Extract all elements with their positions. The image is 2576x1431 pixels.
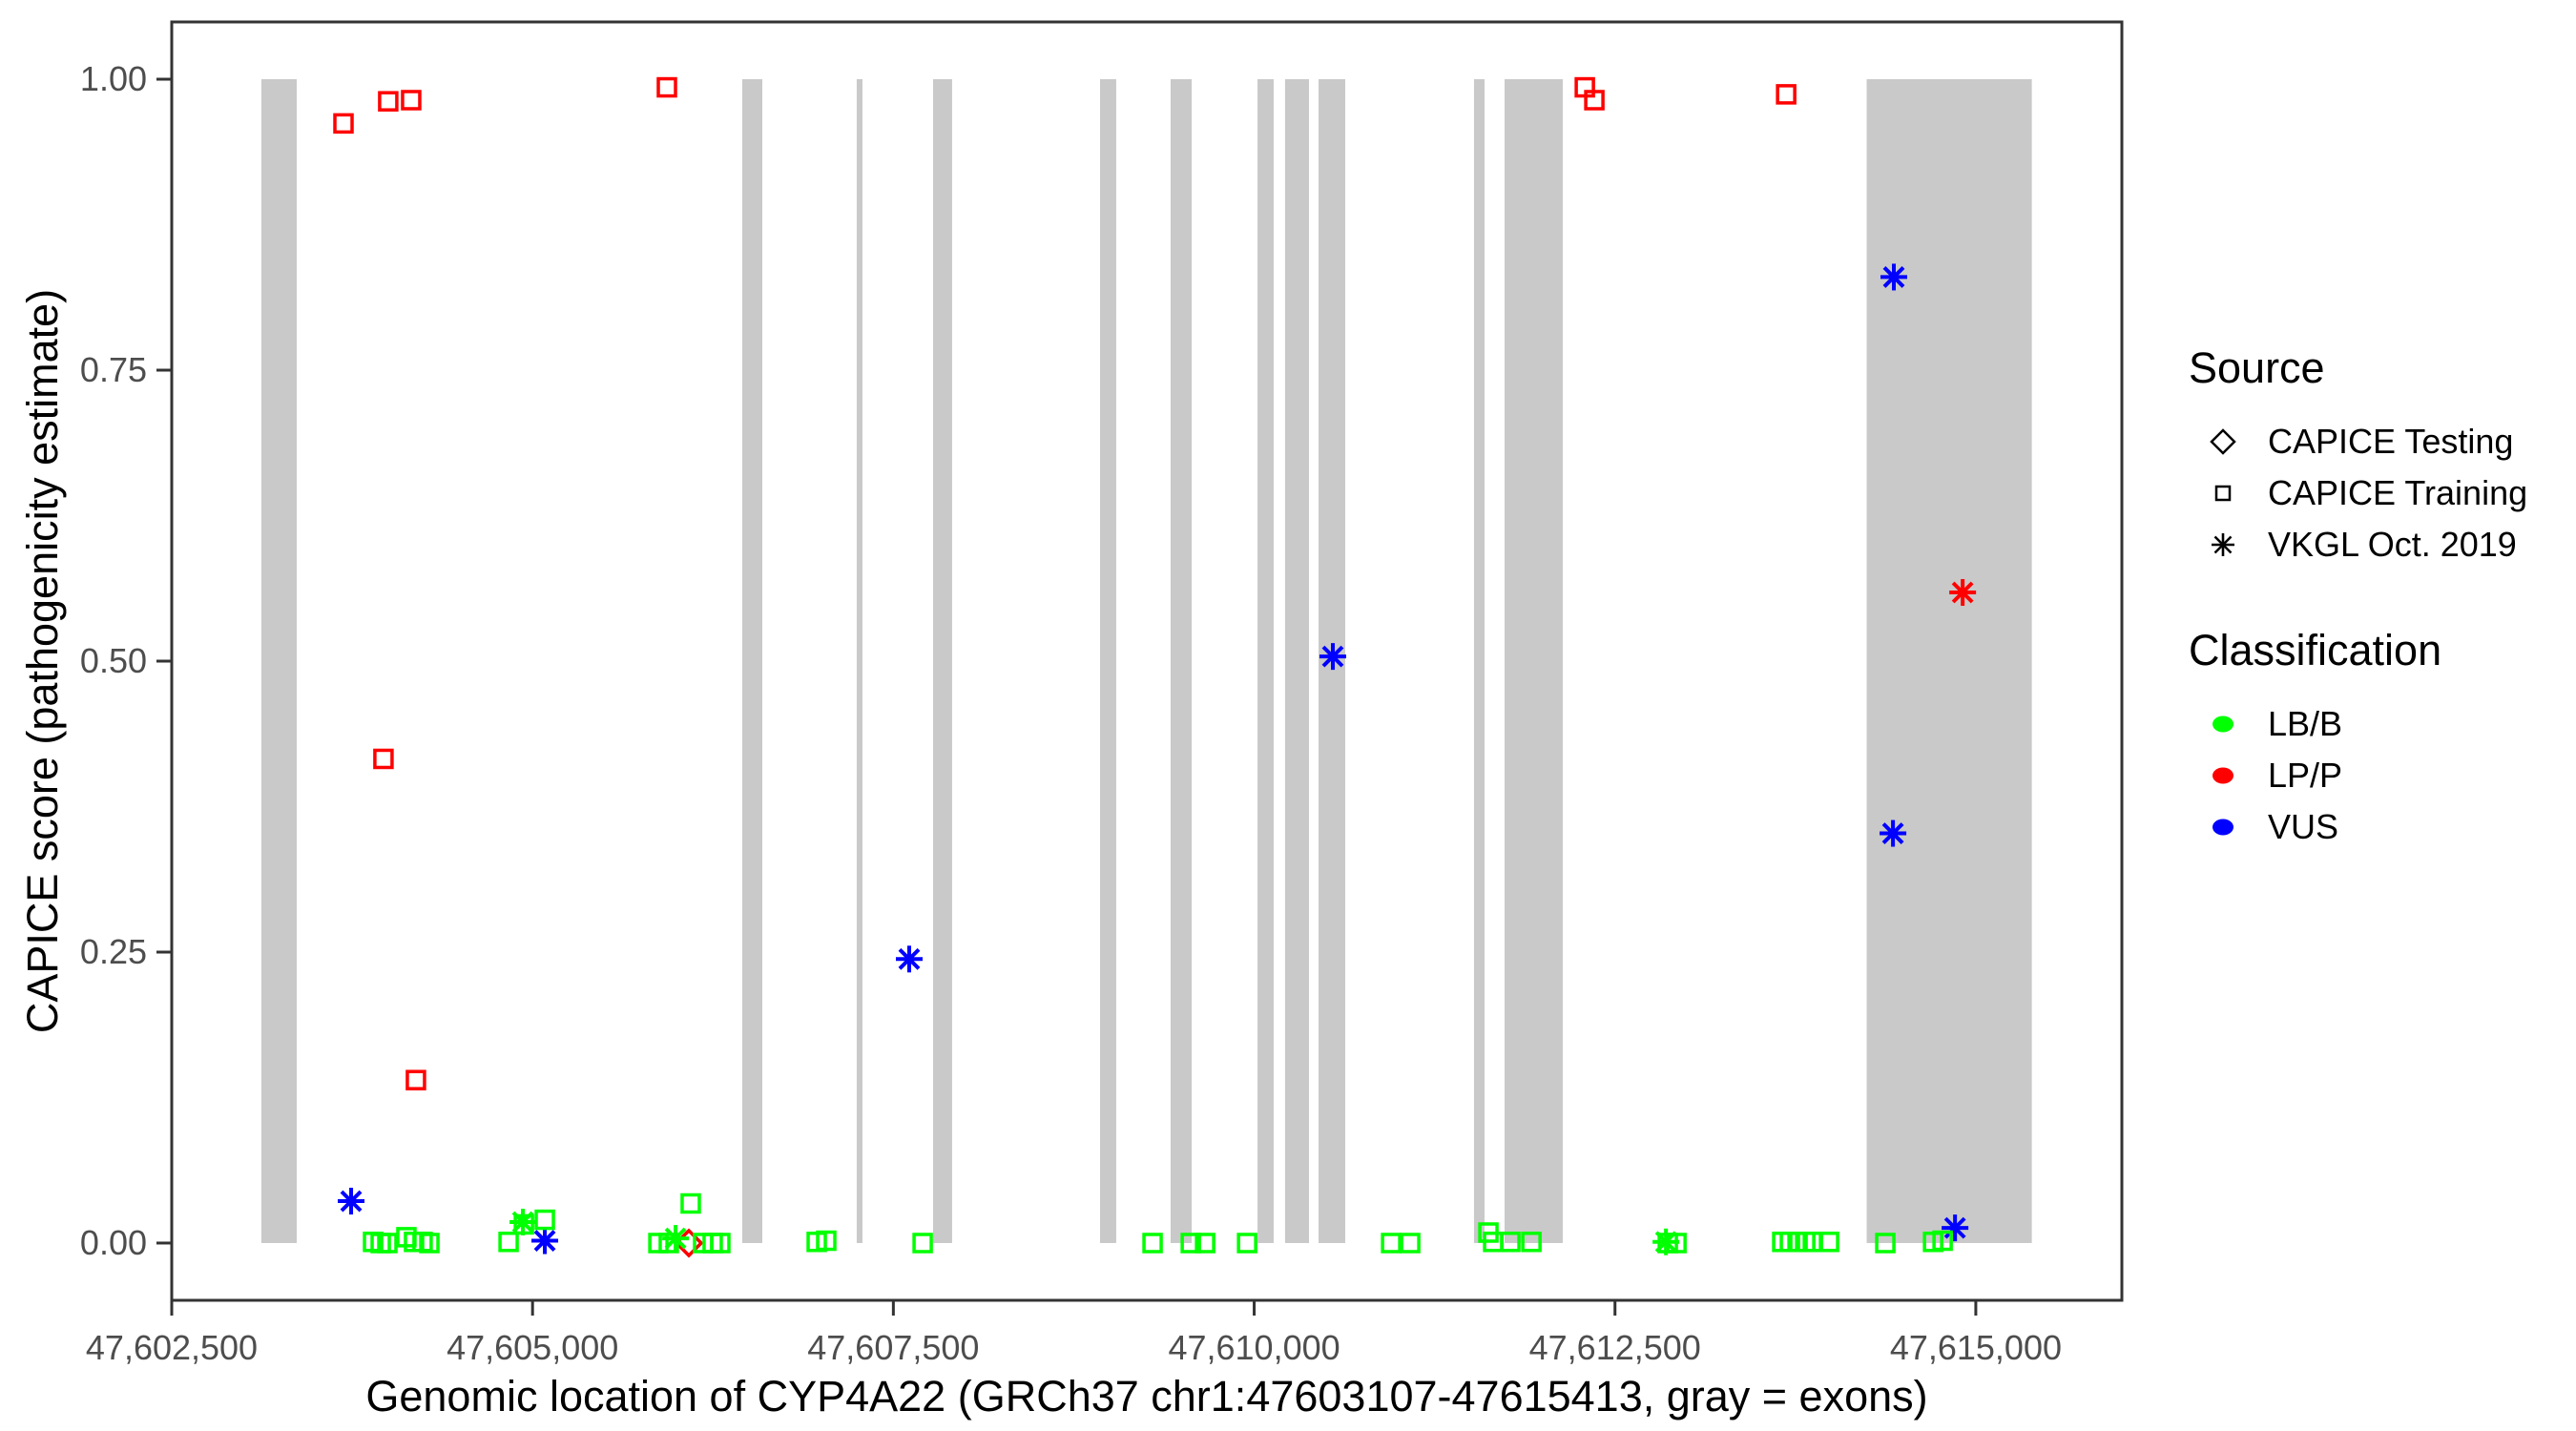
exon-band — [260, 79, 298, 1243]
y-axis-title: CAPICE score (pathogenicity estimate) — [18, 288, 67, 1034]
data-point — [419, 1233, 440, 1254]
data-points — [333, 76, 1977, 1258]
data-point — [1666, 1233, 1687, 1254]
data-point — [1932, 1230, 1953, 1252]
x-tick-label: 47,607,500 — [807, 1328, 979, 1367]
legend-item-label: CAPICE Training — [2268, 473, 2528, 512]
data-point — [1500, 1232, 1521, 1253]
data-point — [534, 1209, 555, 1231]
data-point — [656, 76, 677, 98]
data-point — [896, 945, 924, 973]
legend: Source CAPICE Testing CAPICE Training — [2189, 343, 2527, 853]
legend-item-capice-testing: CAPICE Testing — [2189, 416, 2527, 467]
exon-band — [856, 79, 862, 1243]
y-axis: 0.00 0.25 0.50 0.75 1.00 — [80, 59, 172, 1262]
data-point — [1319, 643, 1346, 671]
exon-band — [1505, 79, 1563, 1243]
legend-item-label: LB/B — [2268, 704, 2343, 743]
data-point — [710, 1233, 731, 1254]
legend-item-lbb: LB/B — [2189, 698, 2527, 750]
data-point — [1942, 1214, 1969, 1242]
lb-b-dot-icon — [2189, 710, 2268, 738]
data-point — [1584, 90, 1605, 111]
legend-item-lpp: LP/P — [2189, 750, 2527, 801]
data-point — [648, 1233, 669, 1254]
data-point — [816, 1230, 837, 1252]
exon-band — [741, 79, 763, 1243]
legend-item-capice-training: CAPICE Training — [2189, 467, 2527, 519]
data-point — [1195, 1233, 1215, 1254]
data-point — [1236, 1233, 1257, 1254]
exon-band — [1473, 79, 1485, 1243]
y-tick-label: 0.25 — [80, 932, 147, 971]
data-point — [378, 91, 399, 112]
exon-band — [1099, 79, 1116, 1243]
x-tick-label: 47,602,500 — [86, 1328, 258, 1367]
legend-classification-title: Classification — [2189, 626, 2442, 674]
data-point — [401, 90, 422, 111]
data-point — [377, 1233, 398, 1254]
data-point — [1142, 1233, 1163, 1254]
x-tick-label: 47,612,500 — [1529, 1328, 1701, 1367]
data-point — [1180, 1233, 1201, 1254]
data-point — [1818, 1232, 1839, 1253]
data-point — [498, 1232, 519, 1253]
data-point — [662, 1225, 690, 1253]
x-tick-label: 47,605,000 — [447, 1328, 618, 1367]
exon-band — [1257, 79, 1274, 1243]
data-point — [1875, 1233, 1896, 1254]
x-axis: 47,602,500 47,605,000 47,607,500 47,610,000… — [86, 1300, 2062, 1367]
y-tick-label: 0.00 — [80, 1223, 147, 1262]
exon-band — [1284, 79, 1310, 1243]
data-point — [338, 1188, 365, 1215]
data-point — [531, 1227, 559, 1255]
data-point — [513, 1213, 534, 1235]
exon-bands — [260, 79, 2032, 1243]
data-point — [1400, 1233, 1421, 1254]
data-point — [1381, 1233, 1402, 1254]
diamond-icon — [2189, 427, 2268, 456]
legend-item-label: VKGL Oct. 2019 — [2268, 525, 2517, 564]
data-point — [658, 1233, 679, 1254]
legend-item-label: LP/P — [2268, 756, 2343, 795]
data-point — [1776, 84, 1797, 105]
legend-item-label: CAPICE Testing — [2268, 422, 2514, 461]
exon-band — [1866, 79, 2032, 1243]
data-point — [405, 1069, 426, 1090]
x-axis-title: Genomic location of CYP4A22 (GRCh37 chr1… — [365, 1372, 1928, 1421]
legend-item-vus: VUS — [2189, 801, 2527, 853]
panel-border — [170, 20, 2124, 1302]
legend-item-label: VUS — [2268, 807, 2339, 846]
y-tick-label: 0.75 — [80, 350, 147, 389]
data-point — [1949, 579, 1977, 607]
legend-source-title: Source — [2189, 343, 2325, 392]
data-point — [1880, 263, 1907, 291]
data-point — [1880, 819, 1907, 847]
y-tick-label: 1.00 — [80, 59, 147, 98]
legend-gap — [2189, 570, 2527, 626]
square-icon — [2189, 479, 2268, 508]
data-point — [912, 1233, 933, 1254]
legend-item-vkgl: VKGL Oct. 2019 — [2189, 519, 2527, 570]
asterisk-icon — [2189, 530, 2268, 559]
y-tick-label: 0.50 — [80, 641, 147, 680]
data-point — [373, 748, 394, 770]
x-tick-label: 47,615,000 — [1890, 1328, 2062, 1367]
lp-p-dot-icon — [2189, 761, 2268, 790]
data-point — [1521, 1232, 1542, 1253]
exon-band — [932, 79, 952, 1243]
x-tick-label: 47,610,000 — [1168, 1328, 1340, 1367]
vus-dot-icon — [2189, 813, 2268, 841]
data-point — [333, 113, 354, 135]
data-point — [680, 1192, 701, 1214]
exon-band — [1170, 79, 1193, 1243]
